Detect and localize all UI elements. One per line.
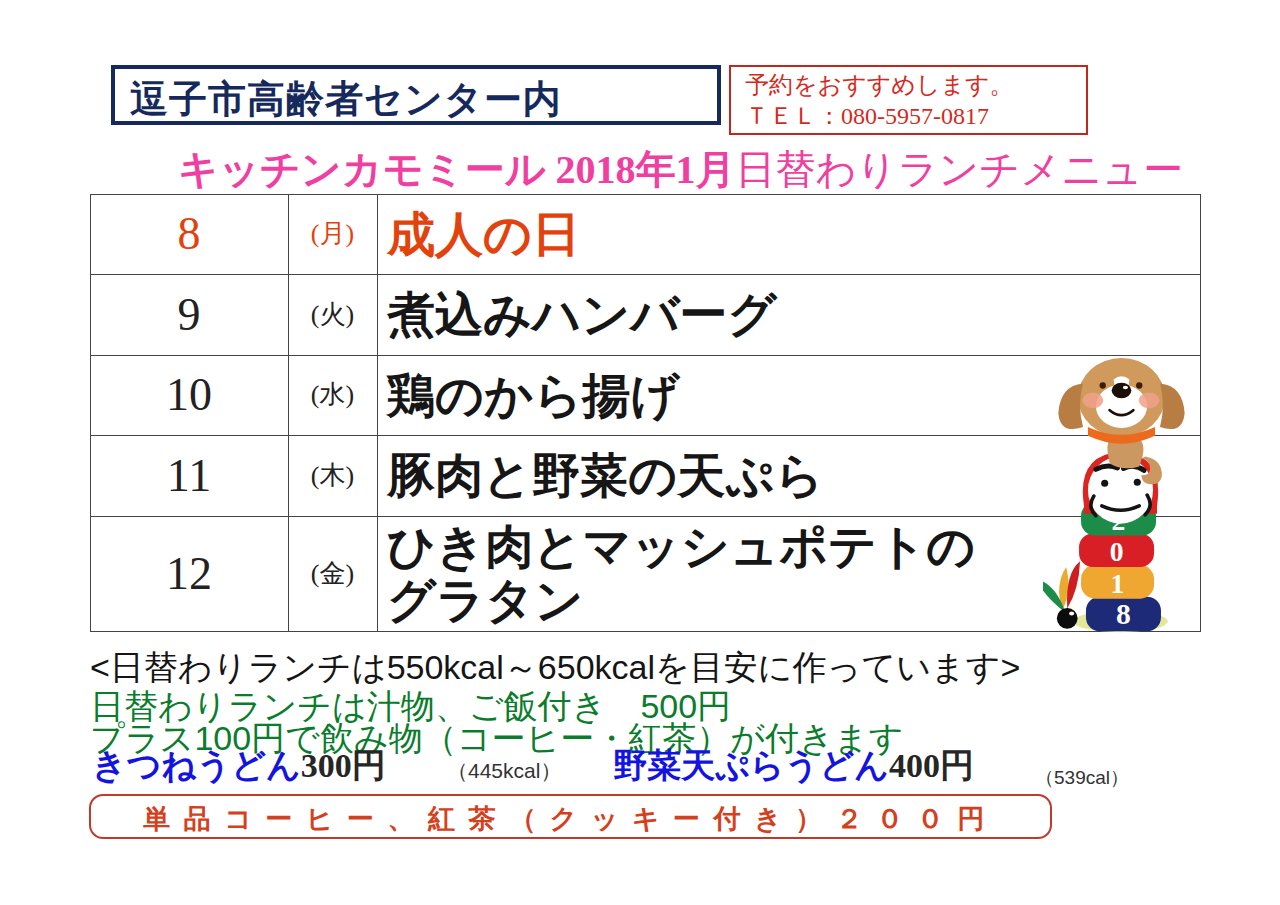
svg-text:8: 8 [1116, 598, 1131, 630]
svg-text:0: 0 [1110, 536, 1124, 567]
svg-text:1: 1 [1111, 568, 1125, 599]
